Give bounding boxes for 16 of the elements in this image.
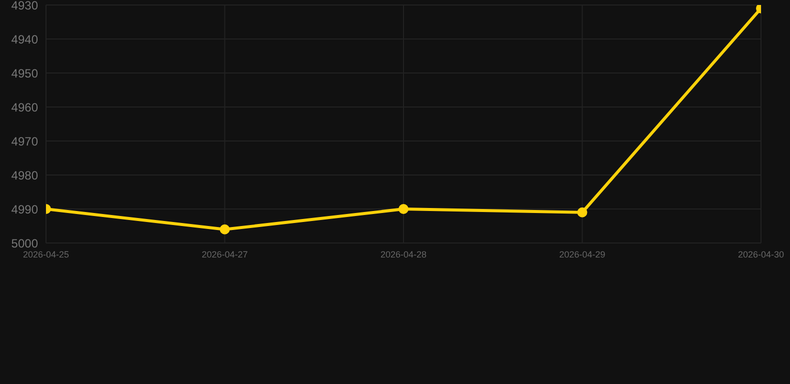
y-tick-label: 4950: [11, 66, 38, 80]
point: [398, 204, 408, 214]
x-tick-label: 2026-04-25: [22, 249, 70, 260]
x-tick-label: 2026-04-27: [202, 249, 248, 260]
y-tick-label: 5000: [11, 236, 38, 250]
y-tick-label: 4930: [11, 0, 38, 12]
point: [220, 224, 230, 234]
x-tick-label: 2026-04-28: [380, 249, 427, 260]
y-tick-label: 4980: [11, 168, 38, 182]
y-tick-label: 4960: [11, 100, 38, 114]
y-tick-label: 4970: [11, 134, 38, 148]
y-tick-label: 4940: [11, 32, 38, 46]
x-tick-label: 2026-04-29: [559, 249, 606, 260]
y-tick-label: 4990: [11, 202, 38, 216]
point: [577, 207, 588, 218]
x-tick-label: 2026-04-30: [738, 249, 784, 260]
